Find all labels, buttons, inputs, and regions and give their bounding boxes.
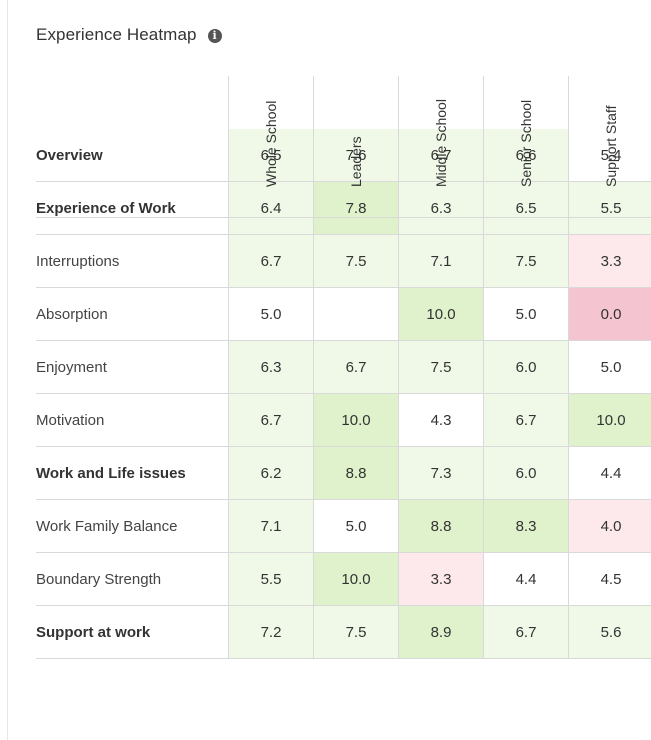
- column-header: Leaders: [313, 76, 398, 218]
- heatmap-cell: 8.8: [313, 447, 398, 500]
- heatmap-card: Experience Heatmap i Whole School Leaders…: [7, 0, 651, 740]
- column-header-label: Whole School: [263, 100, 279, 187]
- row-label: Boundary Strength: [36, 553, 228, 606]
- heatmap-cell: 3.3: [398, 553, 483, 606]
- column-header: Whole School: [228, 76, 313, 218]
- heatmap-cell: 0.0: [568, 288, 651, 341]
- heatmap-cell: 7.2: [228, 606, 313, 659]
- heatmap-cell: 7.5: [483, 235, 568, 288]
- heatmap-cell: 10.0: [313, 394, 398, 447]
- heatmap-cell: 3.3: [568, 235, 651, 288]
- heatmap-cell: 4.3: [398, 394, 483, 447]
- row-label: Absorption: [36, 288, 228, 341]
- title-row: Experience Heatmap i: [36, 25, 222, 45]
- column-header-label: Senior School: [518, 99, 534, 187]
- heatmap-cell: 6.3: [228, 341, 313, 394]
- heatmap-cell: 5.5: [568, 182, 651, 235]
- heatmap-cell: 7.1: [398, 235, 483, 288]
- heatmap-cell: 5.6: [568, 606, 651, 659]
- heatmap-cell: 5.4: [568, 129, 651, 182]
- column-header-label: Support Staff: [603, 105, 619, 187]
- heatmap-cell: 10.0: [568, 394, 651, 447]
- heatmap-cell: 8.9: [398, 606, 483, 659]
- info-icon[interactable]: i: [207, 28, 222, 43]
- header-corner: [36, 76, 228, 218]
- column-header-label: Middle School: [433, 99, 449, 187]
- heatmap-cell: 6.0: [483, 341, 568, 394]
- heatmap-grid: Whole School Leaders Middle School Senior S…: [36, 76, 651, 659]
- row-label: Work Family Balance: [36, 500, 228, 553]
- column-header: Middle School: [398, 76, 483, 218]
- heatmap-cell: 5.0: [228, 288, 313, 341]
- heatmap-cell: 6.3: [398, 182, 483, 235]
- heatmap-cell: 7.3: [398, 447, 483, 500]
- heatmap-cell: 7.5: [398, 341, 483, 394]
- heatmap-cell: 6.5: [483, 182, 568, 235]
- heatmap-cell: 4.5: [568, 553, 651, 606]
- row-label: Motivation: [36, 394, 228, 447]
- heatmap-cell: 5.0: [568, 341, 651, 394]
- heatmap-cell: 6.2: [228, 447, 313, 500]
- heatmap-cell: 7.5: [313, 606, 398, 659]
- heatmap-cell: 6.7: [228, 235, 313, 288]
- heatmap-cell: 6.7: [483, 394, 568, 447]
- heatmap-cell: 8.3: [483, 500, 568, 553]
- heatmap-cell: 5.0: [483, 288, 568, 341]
- row-label: Work and Life issues: [36, 447, 228, 500]
- heatmap-cell: 6.7: [483, 606, 568, 659]
- heatmap-cell: 6.7: [228, 394, 313, 447]
- heatmap-cell: 7.5: [313, 235, 398, 288]
- heatmap-cell: 4.4: [483, 553, 568, 606]
- row-label: Support at work: [36, 606, 228, 659]
- heatmap-cell: 7.6: [313, 129, 398, 182]
- row-label: Interruptions: [36, 235, 228, 288]
- heatmap-cell: [313, 288, 398, 341]
- heatmap-cell: 7.8: [313, 182, 398, 235]
- heatmap-cell: 6.7: [398, 129, 483, 182]
- heatmap-cell: 4.4: [568, 447, 651, 500]
- heatmap-cell: 10.0: [398, 288, 483, 341]
- heatmap-cell: 7.1: [228, 500, 313, 553]
- heatmap-cell: 5.0: [313, 500, 398, 553]
- heatmap-cell: 4.0: [568, 500, 651, 553]
- page-title: Experience Heatmap: [36, 25, 197, 44]
- heatmap-cell: 6.6: [483, 129, 568, 182]
- heatmap-cell: 6.5: [228, 129, 313, 182]
- heatmap-cell: 6.0: [483, 447, 568, 500]
- row-label: Overview: [36, 129, 228, 182]
- column-header-label: Leaders: [348, 136, 364, 187]
- row-label: Enjoyment: [36, 341, 228, 394]
- column-header: Senior School: [483, 76, 568, 218]
- heatmap-cell: 10.0: [313, 553, 398, 606]
- column-header: Support Staff: [568, 76, 651, 218]
- heatmap-cell: 8.8: [398, 500, 483, 553]
- heatmap-cell: 6.7: [313, 341, 398, 394]
- heatmap-cell: 5.5: [228, 553, 313, 606]
- row-label: Experience of Work: [36, 182, 228, 235]
